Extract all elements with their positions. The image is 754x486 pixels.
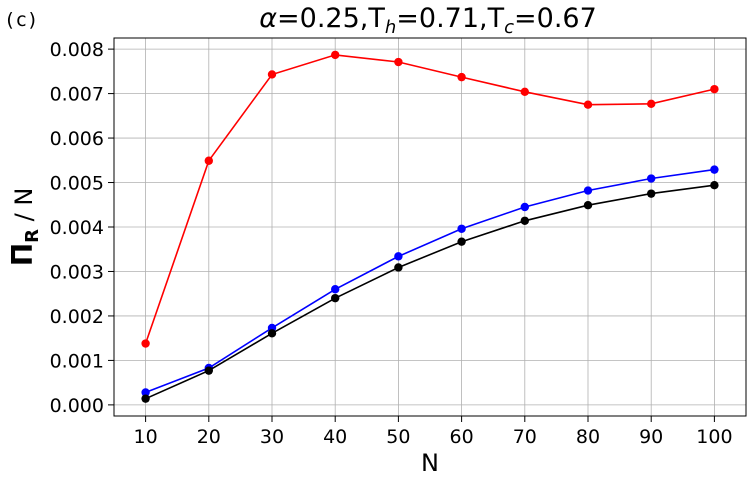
title-th-base: T [367,3,385,34]
series-3-point [647,189,656,198]
title-th-sub: h [385,17,396,38]
x-axis-label: N [421,449,439,477]
y-tick-label: 0.002 [50,306,104,328]
series-3-point [394,263,403,272]
series-3-point [457,237,466,246]
series-1-point [520,87,529,97]
series-1-point [204,156,213,165]
series-2-point [394,252,403,261]
grid-lines [114,38,746,416]
x-tick-label: 40 [323,426,347,448]
series-group [141,50,719,403]
chart-title: α=0.25,Th=0.71,Tc=0.67 [259,3,597,38]
series-2-point [520,202,529,212]
series-3-point [331,293,340,303]
y-tick-label: 0.001 [50,350,104,372]
series-3-point [204,366,213,375]
x-tick-label: 60 [450,426,474,448]
x-tick-label: 30 [260,426,284,448]
series-3-point [583,201,593,210]
series-2-point [331,285,340,294]
series-1-point [457,72,466,82]
x-tick-label: 70 [513,426,537,448]
title-tc-base: T [487,3,505,34]
series-3-point [141,394,150,403]
series-1-point [394,57,403,67]
series-1-point [141,339,150,348]
series-3-point [710,180,719,190]
title-tc-sub: c [504,17,514,38]
x-tick-label: 100 [696,426,732,448]
y-tick-label: 0.003 [50,261,104,283]
y-tick-label: 0.005 [50,173,104,195]
y-label-rest: / N [10,188,38,229]
x-tick-label: 80 [576,426,600,448]
series-3-point [520,216,529,225]
y-axis-label: ΠR / N [6,188,43,267]
series-1-point [267,70,277,79]
panel-label: (c) [4,9,38,31]
x-tick-label: 90 [639,426,663,448]
y-tick-label: 0.004 [50,217,104,239]
x-tick-label: 20 [197,426,221,448]
title-alpha-value: =0.25, [277,3,368,34]
title-tc-value: =0.67 [514,3,597,34]
series-2-point [457,224,466,233]
y-label-symbol: Π [6,243,39,266]
series-line-2 [145,168,715,394]
title-th-value: =0.71, [396,3,487,34]
series-1-point [331,50,340,60]
series-2-point [647,174,656,183]
series-line-1 [144,54,715,344]
series-2-point [583,186,593,195]
series-2-point [710,165,719,174]
x-tick-label: 10 [134,426,158,448]
series-1-point [710,84,719,94]
series-1-point [583,100,593,109]
series-line-3 [145,184,715,400]
y-label-sub: R [22,229,43,243]
series-3-point [267,329,277,338]
series-1-point [647,99,656,109]
y-tick-label: 0.008 [50,39,104,61]
y-axis: 0.000 0.001 0.002 0.003 0.004 0.005 0.006 0.007… [50,39,114,417]
y-tick-label: 0.000 [50,395,104,417]
y-tick-label: 0.007 [50,84,104,106]
series-2-point [141,388,150,397]
x-tick-label: 50 [386,426,410,448]
y-tick-label: 0.006 [50,128,104,150]
x-axis: 10 20 30 40 50 60 70 80 90 100 [134,416,733,448]
title-alpha-symbol: α [259,3,277,34]
